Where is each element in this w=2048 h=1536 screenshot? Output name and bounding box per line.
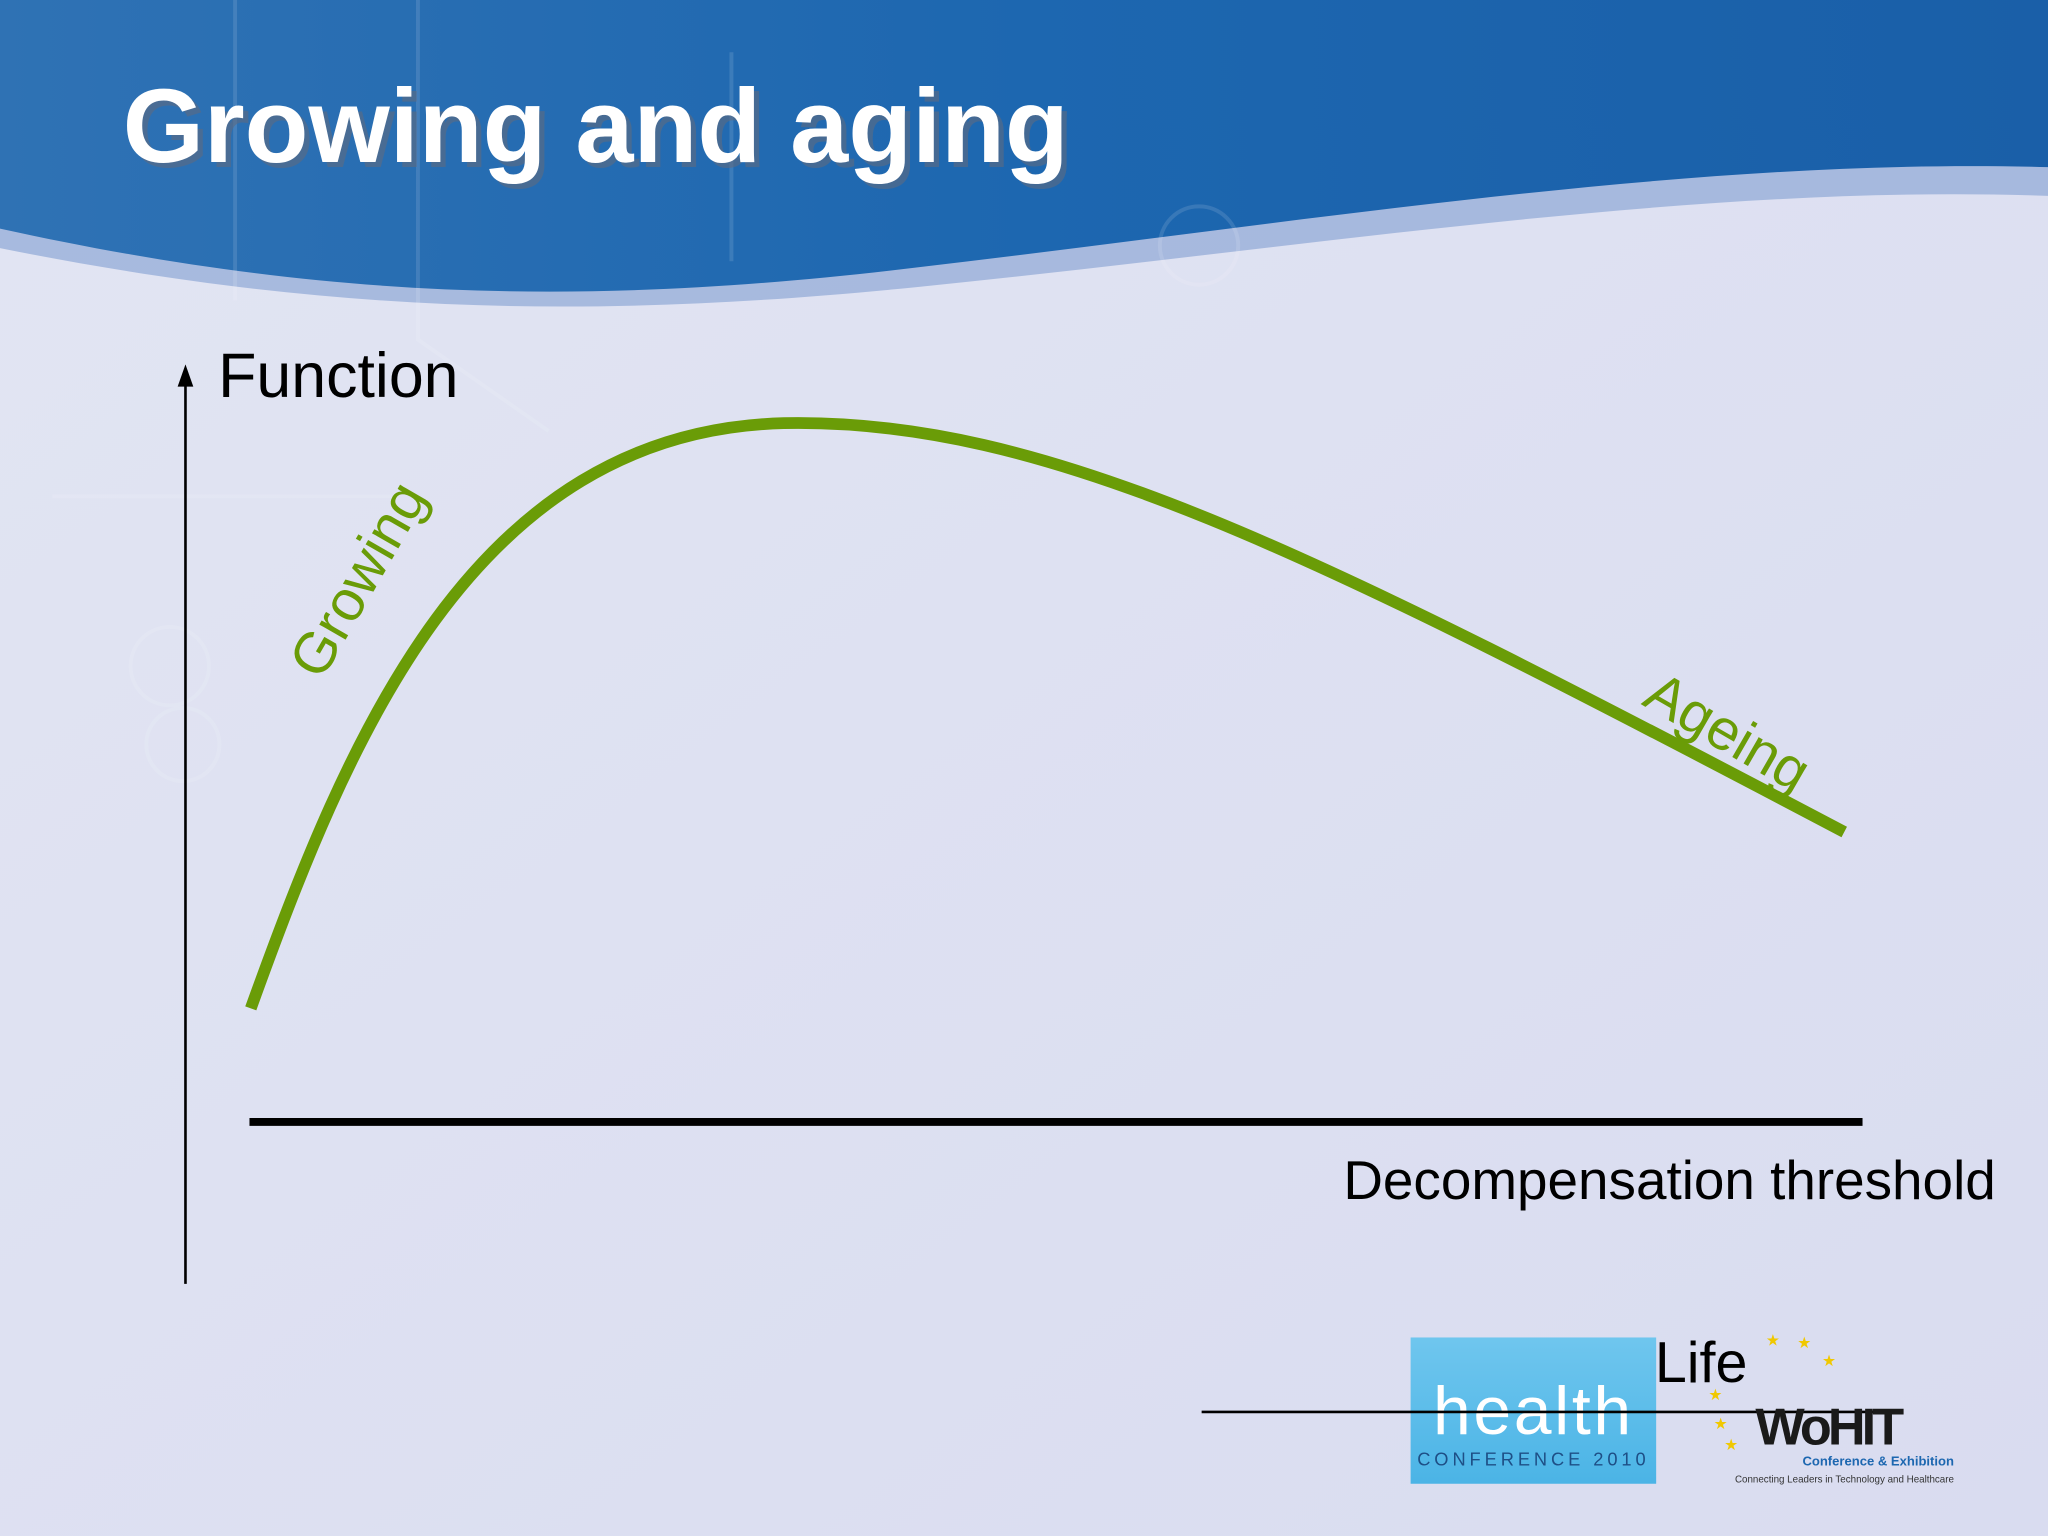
threshold-label: Decompensation threshold [1343, 1149, 1995, 1211]
function-curve [245, 417, 1847, 1011]
svg-text:★: ★ [1822, 1353, 1836, 1370]
wohit-logo-sub: Conference & Exhibition [1802, 1453, 1954, 1468]
svg-text:★: ★ [1724, 1437, 1738, 1454]
health-logo-sub: CONFERENCE 2010 [1417, 1448, 1649, 1469]
logo-stars: ★ ★ ★ ★ ★ ★ [1708, 1332, 1836, 1453]
svg-text:★: ★ [1714, 1416, 1728, 1433]
svg-text:★: ★ [1708, 1387, 1722, 1404]
life-logo-text: Life [1655, 1331, 1748, 1395]
y-axis-label: Function [218, 341, 458, 411]
title-shadow: Growing and aging [128, 73, 1074, 190]
wohit-logo-tagline: Connecting Leaders in Technology and Hea… [1735, 1474, 1954, 1485]
svg-text:★: ★ [1797, 1335, 1811, 1352]
svg-text:★: ★ [1766, 1332, 1780, 1349]
header-band [0, 0, 2048, 292]
wohit-logo-text: WoHIT [1755, 1399, 1904, 1457]
decoration [52, 0, 1241, 784]
title: Growing and aging [123, 68, 1069, 185]
y-axis-arrow [177, 364, 194, 387]
